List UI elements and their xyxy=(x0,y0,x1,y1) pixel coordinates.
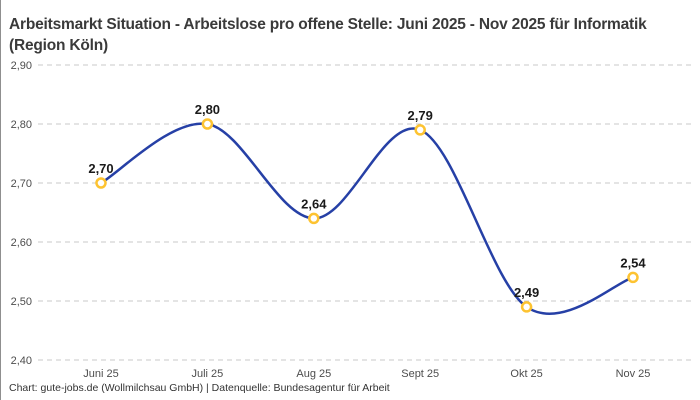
chart-source-attribution: Chart: gute-jobs.de (Wollmilchsau GmbH) … xyxy=(9,382,390,394)
data-point-marker[interactable] xyxy=(95,177,107,189)
data-point-marker[interactable] xyxy=(520,301,533,313)
data-point-value-label: 2,64 xyxy=(301,196,327,211)
data-point-value-label: 2,49 xyxy=(514,285,539,300)
series-line xyxy=(99,122,635,315)
data-point-value-label: 2,54 xyxy=(620,255,646,270)
y-axis-tick-label: 2,90 xyxy=(11,60,32,72)
data-point-marker[interactable] xyxy=(308,212,320,225)
x-axis-tick-label: Okt 25 xyxy=(510,368,542,380)
y-axis-tick-label: 2,70 xyxy=(11,178,32,190)
y-axis-tick-label: 2,80 xyxy=(11,119,32,131)
left-window-edge xyxy=(0,0,1,400)
y-axis-tick-label: 2,50 xyxy=(11,296,32,308)
x-axis-tick-label: Aug 25 xyxy=(296,368,331,380)
data-point-marker[interactable] xyxy=(627,271,639,284)
data-point-value-label: 2,80 xyxy=(195,102,220,117)
data-point-marker[interactable] xyxy=(414,124,426,136)
data-point-value-label: 2,79 xyxy=(408,108,433,123)
data-point-marker[interactable] xyxy=(201,118,214,130)
x-axis-tick-label: Nov 25 xyxy=(616,368,651,380)
y-axis-tick-label: 2,40 xyxy=(11,355,32,367)
x-axis-tick-label: Juni 25 xyxy=(83,368,118,380)
y-axis-tick-label: 2,60 xyxy=(11,237,32,249)
data-point-value-label: 2,70 xyxy=(88,161,113,176)
x-axis-tick-label: Sept 25 xyxy=(401,368,439,380)
x-axis-tick-label: Juli 25 xyxy=(192,368,224,380)
chart-title: Arbeitsmarkt Situation - Arbeitslose pro… xyxy=(9,16,647,55)
